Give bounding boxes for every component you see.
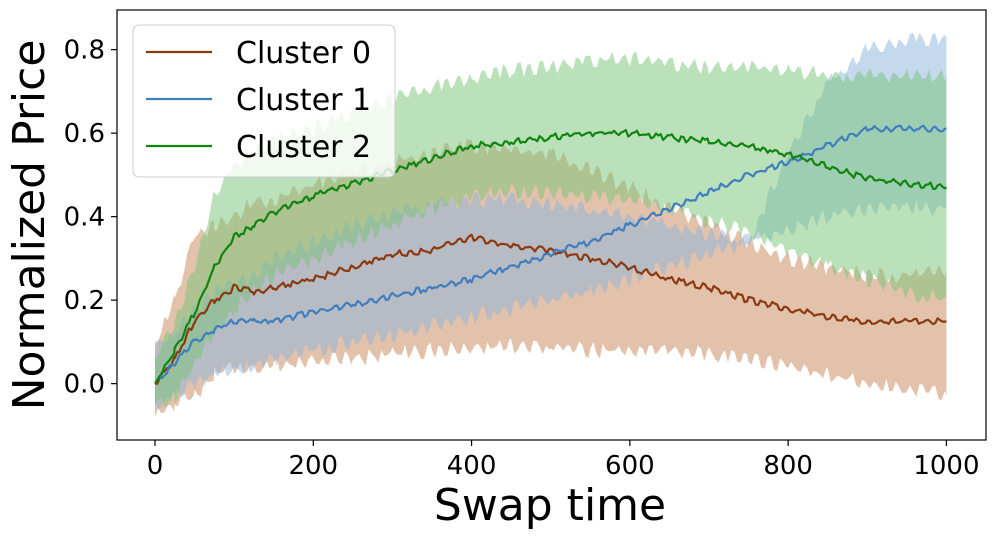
y-tick-label: 0.2 [64, 286, 105, 316]
line-cluster-1 [154, 124, 947, 385]
line-cluster-0 [155, 233, 947, 385]
x-tick-label: 0 [147, 451, 164, 481]
legend-box [132, 24, 396, 178]
legend-label: Cluster 0 [236, 36, 371, 71]
plot-area-frame [116, 9, 987, 441]
y-tick-label: 0.8 [64, 36, 105, 66]
y-axis-ticks: 0.0 0.2 0.4 0.6 0.8 [64, 36, 117, 400]
band-cluster-1 [155, 32, 947, 410]
y-tick-label: 0.6 [64, 119, 105, 149]
x-tick-label: 200 [288, 451, 338, 481]
y-tick-label: 0.4 [64, 203, 105, 233]
x-tick-label: 600 [605, 451, 655, 481]
legend: Cluster 0 Cluster 1 Cluster 2 [132, 24, 396, 178]
y-tick-label: 0.0 [64, 370, 105, 400]
line-cluster-2 [154, 129, 947, 385]
series-lines [154, 124, 947, 385]
y-axis-label: Normalized Price [4, 40, 55, 411]
x-axis-ticks: 0 200 400 600 800 1000 [147, 440, 980, 481]
x-tick-label: 400 [447, 451, 497, 481]
legend-label: Cluster 1 [236, 83, 371, 118]
legend-label: Cluster 2 [236, 130, 371, 165]
x-tick-label: 1000 [913, 451, 979, 481]
x-axis-label: Swap time [434, 480, 666, 531]
x-tick-label: 800 [763, 451, 813, 481]
